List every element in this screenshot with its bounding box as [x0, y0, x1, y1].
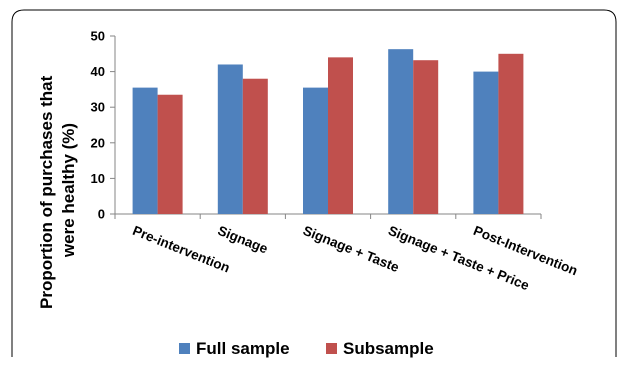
bar-full-sample [303, 87, 328, 214]
x-category-label: Signage [216, 223, 271, 257]
y-axis-title: Proportion of purchases that were health… [37, 71, 78, 309]
x-category-label: Signage + Taste [301, 223, 402, 275]
bar-full-sample [217, 64, 243, 214]
y-axis-title-line-1: Proportion of purchases that [37, 75, 56, 309]
x-category-label: Signage + Taste + Price [386, 223, 532, 293]
y-axis-title-line-2: were healthy (%) [59, 123, 78, 258]
legend-swatch-full-sample [179, 343, 190, 354]
bar-subsample [157, 94, 183, 214]
bar-subsample [498, 53, 524, 214]
y-tick-label: 40 [91, 64, 105, 79]
bar-full-sample [473, 71, 499, 214]
legend-label-subsample: Subsample [343, 339, 434, 358]
y-tick-label: 50 [91, 29, 105, 44]
bar-subsample [413, 60, 439, 214]
legend: Full sample Subsample [179, 339, 434, 358]
bar-subsample [242, 78, 268, 214]
chart-frame [11, 9, 617, 357]
legend-swatch-subsample [326, 343, 337, 354]
bar-subsample [328, 57, 353, 214]
y-tick-label: 0 [98, 207, 105, 222]
bar-full-sample [388, 49, 414, 215]
legend-label-full-sample: Full sample [196, 339, 290, 358]
y-tick-label: 20 [91, 135, 105, 150]
y-tick-label: 30 [91, 100, 105, 115]
y-tick-label: 10 [91, 171, 105, 186]
x-category-label: Pre-intervention [130, 223, 232, 276]
bar-full-sample [132, 87, 158, 214]
